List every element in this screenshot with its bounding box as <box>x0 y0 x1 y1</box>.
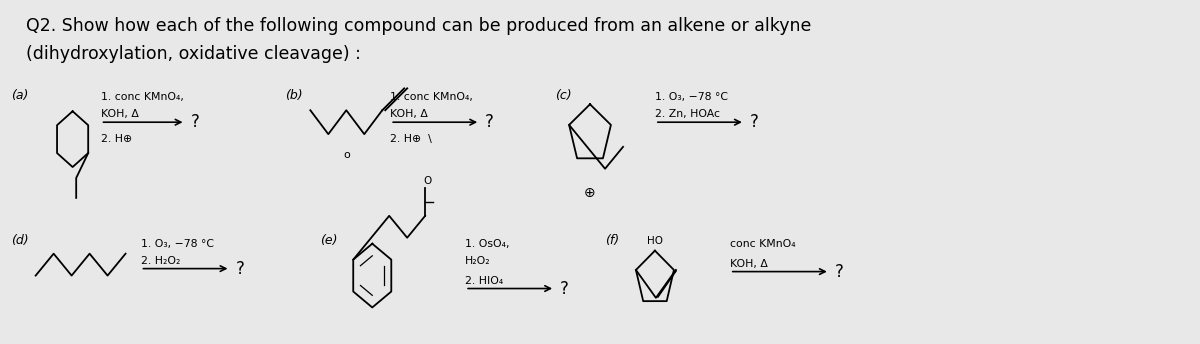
Text: H₂O₂: H₂O₂ <box>466 256 491 266</box>
Text: HO: HO <box>647 236 662 246</box>
Text: KOH, Δ: KOH, Δ <box>730 259 768 269</box>
Text: 1. conc KMnO₄,: 1. conc KMnO₄, <box>390 92 473 102</box>
Text: o: o <box>343 150 349 160</box>
Text: Q2. Show how each of the following compound can be produced from an alkene or al: Q2. Show how each of the following compo… <box>25 17 811 35</box>
Text: 2. H⊕: 2. H⊕ <box>101 134 132 144</box>
Text: (e): (e) <box>320 234 338 247</box>
Text: 2. H⊕  \: 2. H⊕ \ <box>390 134 432 144</box>
Text: ⊕: ⊕ <box>584 186 596 200</box>
Text: (d): (d) <box>11 234 29 247</box>
Text: 1. O₃, −78 °C: 1. O₃, −78 °C <box>655 92 728 102</box>
Text: ?: ? <box>235 260 245 278</box>
Text: (dihydroxylation, oxidative cleavage) :: (dihydroxylation, oxidative cleavage) : <box>25 44 360 63</box>
Text: ?: ? <box>191 113 199 131</box>
Text: 2. H₂O₂: 2. H₂O₂ <box>140 256 180 266</box>
Text: (c): (c) <box>556 89 571 102</box>
Text: ?: ? <box>835 262 844 281</box>
Text: KOH, Δ: KOH, Δ <box>101 109 138 119</box>
Text: conc KMnO₄: conc KMnO₄ <box>730 239 796 249</box>
Text: 1. O₃, −78 °C: 1. O₃, −78 °C <box>140 239 214 249</box>
Text: O: O <box>424 176 432 186</box>
Text: KOH, Δ: KOH, Δ <box>390 109 428 119</box>
Text: 1. conc KMnO₄,: 1. conc KMnO₄, <box>101 92 184 102</box>
Text: 1. OsO₄,: 1. OsO₄, <box>466 239 510 249</box>
Text: 2. HIO₄: 2. HIO₄ <box>466 276 504 286</box>
Text: ?: ? <box>560 280 569 298</box>
Text: ?: ? <box>750 113 758 131</box>
Text: (f): (f) <box>605 234 619 247</box>
Text: (a): (a) <box>11 89 28 102</box>
Text: ?: ? <box>485 113 494 131</box>
Text: 2. Zn, HOAc: 2. Zn, HOAc <box>655 109 720 119</box>
Text: (b): (b) <box>286 89 302 102</box>
